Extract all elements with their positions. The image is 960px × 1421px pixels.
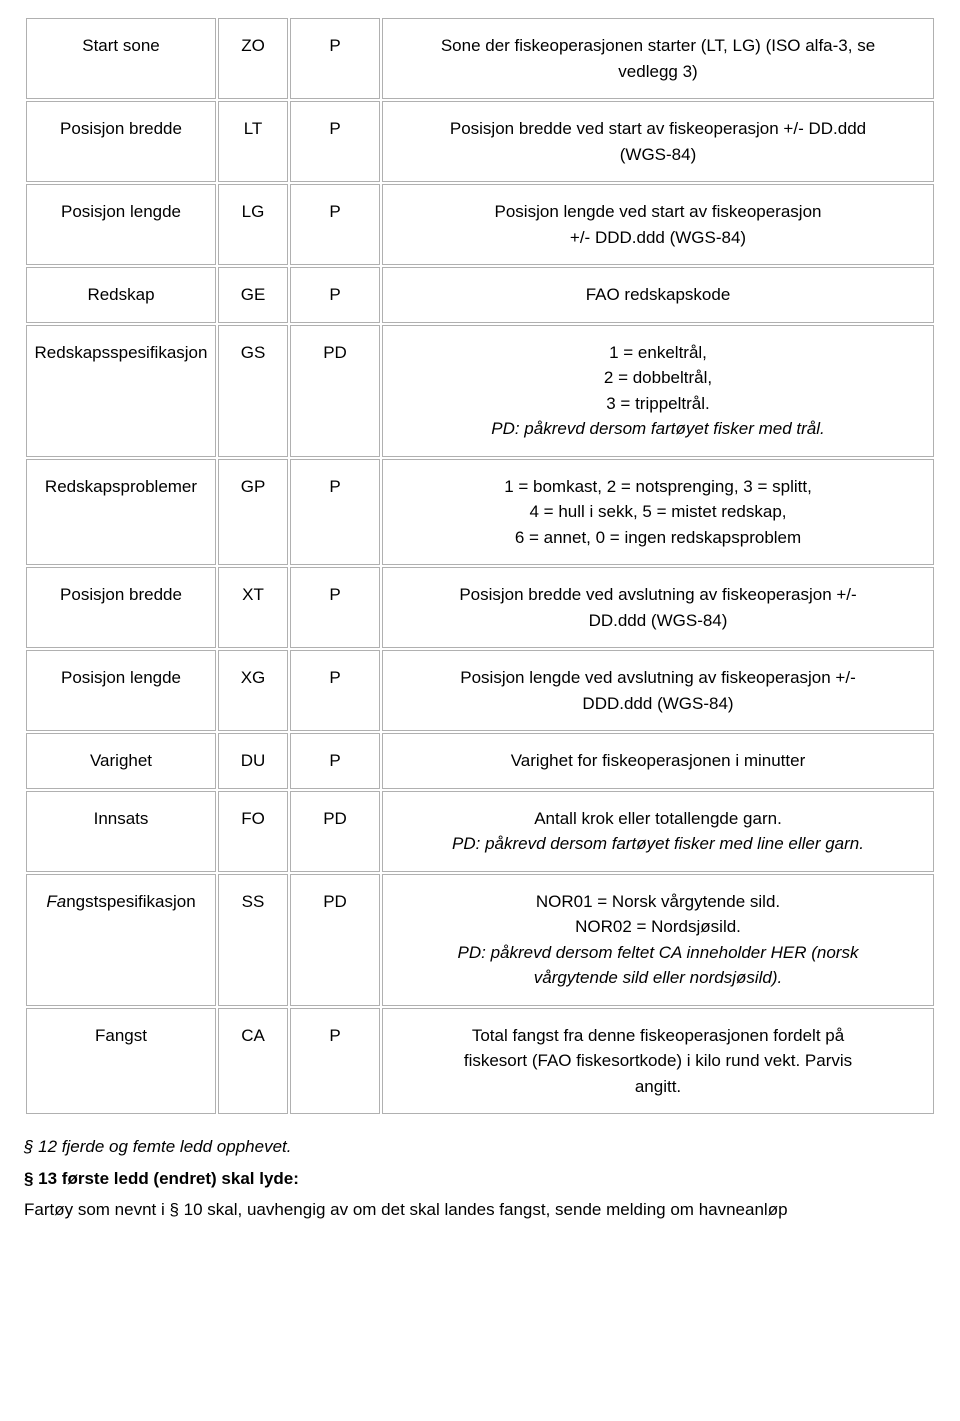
field-description: FAO redskapskode [382,267,934,323]
field-required: P [290,184,380,265]
field-required: P [290,459,380,566]
field-label: Start sone [26,18,216,99]
description-line: Posisjon lengde ved start av fiskeoperas… [389,199,927,225]
description-line: 6 = annet, 0 = ingen redskapsproblem [389,525,927,551]
field-description: Varighet for fiskeoperasjonen i minutter [382,733,934,789]
description-line: Sone der fiskeoperasjonen starter (LT, L… [389,33,927,59]
description-line: DD.ddd (WGS-84) [389,608,927,634]
description-line: DDD.ddd (WGS-84) [389,691,927,717]
heading-amended: § 13 første ledd (endret) skal lyde: [24,1166,936,1192]
field-required: PD [290,325,380,457]
field-code: XT [218,567,288,648]
field-code: DU [218,733,288,789]
field-code: GS [218,325,288,457]
field-required: PD [290,874,380,1006]
description-line: PD: påkrevd dersom fartøyet fisker med l… [389,831,927,857]
field-description: Posisjon lengde ved avslutning av fiskeo… [382,650,934,731]
description-line: 2 = dobbeltrål, [389,365,927,391]
field-label: Fangstspesifikasjon [26,874,216,1006]
field-required: PD [290,791,380,872]
table-row: Posisjon lengdeXGP Posisjon lengde ved av… [26,650,934,731]
field-required: P [290,18,380,99]
field-required: P [290,1008,380,1115]
field-label: Fangst [26,1008,216,1115]
field-code: GP [218,459,288,566]
description-line: NOR01 = Norsk vårgytende sild. [389,889,927,915]
field-label: Posisjon bredde [26,101,216,182]
field-code: LT [218,101,288,182]
field-code: LG [218,184,288,265]
description-line: NOR02 = Nordsjøsild. [389,914,927,940]
description-line: 1 = bomkast, 2 = notsprenging, 3 = split… [389,474,927,500]
field-description: Posisjon bredde ved start av fiskeoperas… [382,101,934,182]
field-description: Sone der fiskeoperasjonen starter (LT, L… [382,18,934,99]
data-table: Start soneZOPSone der fiskeoperasjonen s… [24,16,936,1116]
table-row: RedskapsspesifikasjonGSPD1 = enkeltrål,2… [26,325,934,457]
description-line: Posisjon bredde ved start av fiskeoperas… [389,116,927,142]
field-code: GE [218,267,288,323]
field-description: Posisjon bredde ved avslutning av fiskeo… [382,567,934,648]
field-required: P [290,267,380,323]
note-repealed: § 12 fjerde og femte ledd opphevet. [24,1134,936,1160]
field-code: XG [218,650,288,731]
table-row: Posisjon breddeXTP Posisjon bredde ved av… [26,567,934,648]
field-description: 1 = enkeltrål,2 = dobbeltrål,3 = trippel… [382,325,934,457]
body-text: Fartøy som nevnt i § 10 skal, uavhengig … [24,1197,936,1223]
table-row: RedskapGEP FAO redskapskode [26,267,934,323]
description-line: Posisjon lengde ved avslutning av fiskeo… [389,665,927,691]
field-description: 1 = bomkast, 2 = notsprenging, 3 = split… [382,459,934,566]
field-label: Varighet [26,733,216,789]
field-label: Posisjon lengde [26,650,216,731]
description-line: PD: påkrevd dersom feltet CA inneholder … [389,940,927,966]
description-line: 1 = enkeltrål, [389,340,927,366]
description-line: Total fangst fra denne fiskeoperasjonen … [389,1023,927,1049]
description-line: Posisjon bredde ved avslutning av fiskeo… [389,582,927,608]
field-code: CA [218,1008,288,1115]
table-row: FangstspesifikasjonSSPDNOR01 = Norsk vår… [26,874,934,1006]
table-row: FangstCAP Total fangst fra denne fiskeope… [26,1008,934,1115]
description-line: Antall krok eller totallengde garn. [389,806,927,832]
description-line: FAO redskapskode [389,282,927,308]
description-line: 4 = hull i sekk, 5 = mistet redskap, [389,499,927,525]
description-line: +/- DDD.ddd (WGS-84) [389,225,927,251]
description-line: vårgytende sild eller nordsjøsild). [389,965,927,991]
table-row: Posisjon lengdeLGP Posisjon lengde ved st… [26,184,934,265]
field-description: Posisjon lengde ved start av fiskeoperas… [382,184,934,265]
field-description: NOR01 = Norsk vårgytende sild.NOR02 = No… [382,874,934,1006]
description-line: vedlegg 3) [389,59,927,85]
description-line: Varighet for fiskeoperasjonen i minutter [389,748,927,774]
field-description: Total fangst fra denne fiskeoperasjonen … [382,1008,934,1115]
field-required: P [290,567,380,648]
field-code: FO [218,791,288,872]
field-required: P [290,101,380,182]
field-required: P [290,650,380,731]
description-line: (WGS-84) [389,142,927,168]
field-label: Redskapsspesifikasjon [26,325,216,457]
field-label: Redskap [26,267,216,323]
description-line: fiskesort (FAO fiskesortkode) i kilo run… [389,1048,927,1074]
field-description: Antall krok eller totallengde garn.PD: p… [382,791,934,872]
field-label: Innsats [26,791,216,872]
table-row: RedskapsproblemerGPP 1 = bomkast, 2 = not… [26,459,934,566]
field-label: Posisjon bredde [26,567,216,648]
description-line: angitt. [389,1074,927,1100]
field-label: Posisjon lengde [26,184,216,265]
table-row: VarighetDUP Varighet for fiskeoperasjonen… [26,733,934,789]
table-row: Start soneZOP Sone der fiskeoperasjonen s… [26,18,934,99]
description-line: PD: påkrevd dersom fartøyet fisker med t… [389,416,927,442]
field-required: P [290,733,380,789]
table-row: Posisjon breddeLTP Posisjon bredde ved st… [26,101,934,182]
field-code: ZO [218,18,288,99]
field-code: SS [218,874,288,1006]
table-row: InnsatsFOPDAntall krok eller totallengde… [26,791,934,872]
description-line: 3 = trippeltrål. [389,391,927,417]
field-label: Redskapsproblemer [26,459,216,566]
